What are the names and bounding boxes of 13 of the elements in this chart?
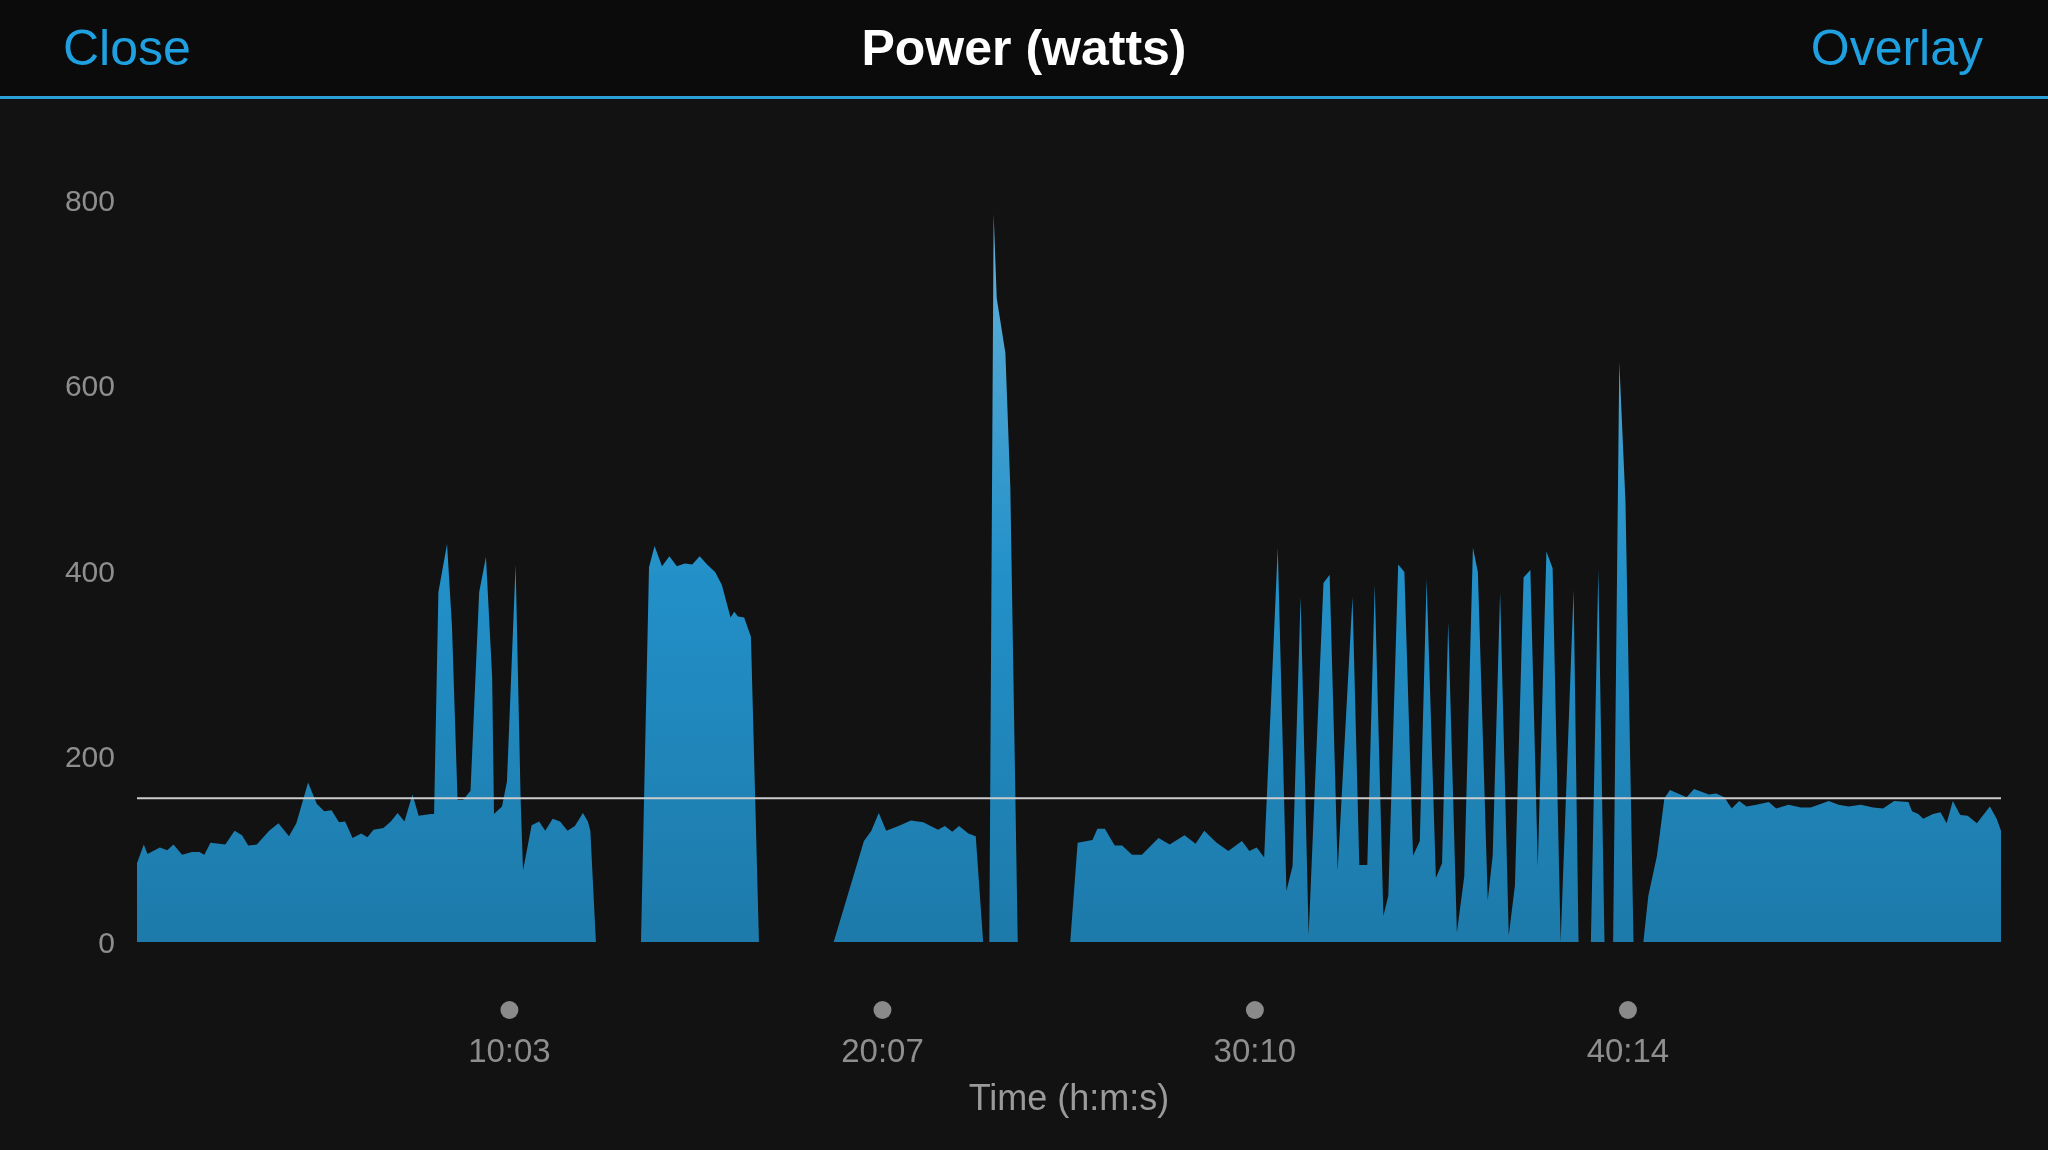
text: Overlay bbox=[1810, 20, 1983, 76]
y-tick-label: 400 bbox=[64, 554, 115, 588]
chart-title: Power (watts) bbox=[861, 20, 1187, 76]
x-tick-label: 20:07 bbox=[841, 1031, 924, 1069]
y-tick-label: 800 bbox=[64, 183, 115, 217]
x-axis-title: Time (h:m:s) bbox=[968, 1077, 1170, 1118]
x-tick-label: 10:03 bbox=[468, 1031, 551, 1069]
y-tick-label: 200 bbox=[64, 740, 115, 773]
y-tick-label: 600 bbox=[64, 369, 115, 402]
text: Close bbox=[63, 20, 191, 76]
x-tick-label: 40:14 bbox=[1586, 1031, 1670, 1069]
x-tick-label: 30:10 bbox=[1213, 1031, 1297, 1069]
y-tick-label: 0 bbox=[98, 925, 115, 959]
